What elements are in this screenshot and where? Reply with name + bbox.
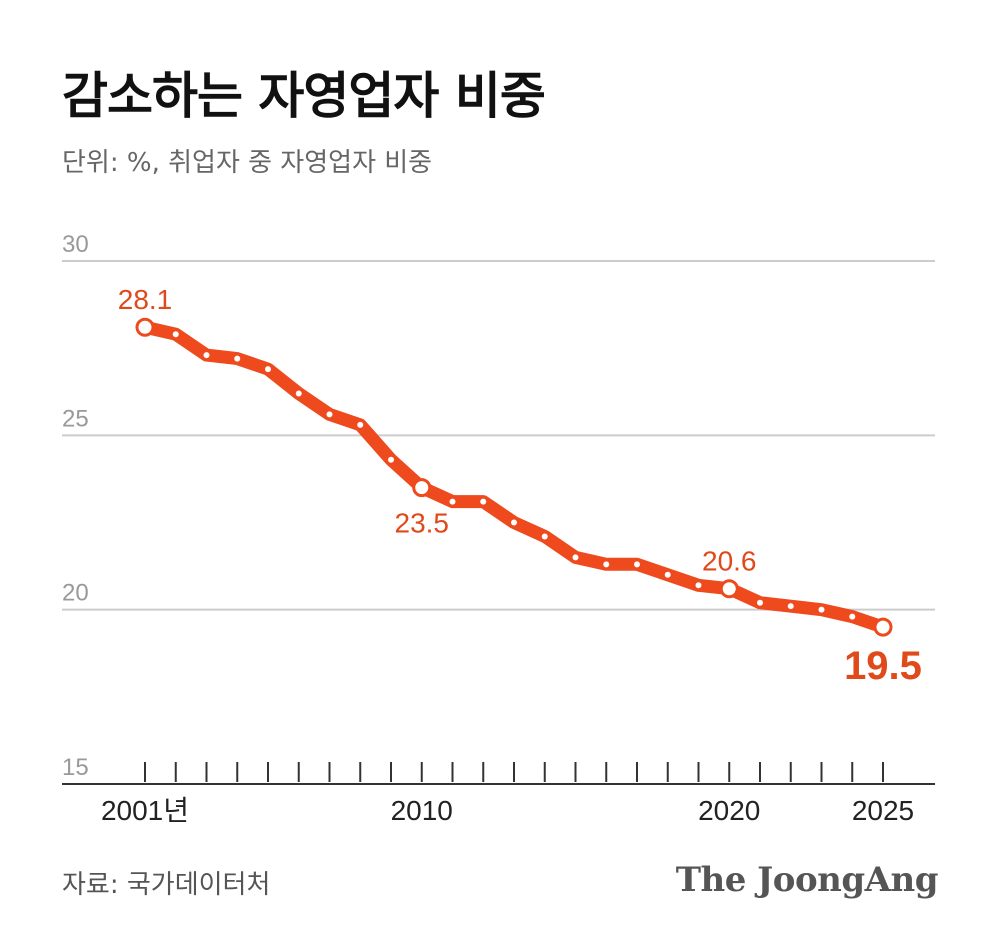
y-tick-label-15: 15 <box>62 754 89 781</box>
data-point-2024 <box>849 613 856 620</box>
data-point-2008 <box>357 421 364 428</box>
data-point-2006 <box>295 390 302 397</box>
data-point-2004 <box>234 355 241 362</box>
x-tick-label-2010: 2010 <box>391 795 453 826</box>
data-point-2001 <box>135 317 155 337</box>
data-label-2001: 28.1 <box>118 284 173 315</box>
data-point-2014 <box>541 533 548 540</box>
data-point-2018 <box>664 571 671 578</box>
data-point-2002 <box>172 331 179 338</box>
x-tick-label-2025: 2025 <box>852 795 914 826</box>
data-point-2005 <box>265 366 271 373</box>
data-point-2016 <box>603 561 610 568</box>
source-note: 자료: 국가데이터처 <box>62 870 271 900</box>
data-point-2011 <box>449 498 456 505</box>
chart-subtitle: 단위: %, 취업자 중 자영업자 비중 <box>62 148 433 178</box>
data-point-2010 <box>412 478 432 498</box>
x-tick-label-2001: 2001년 <box>101 795 189 826</box>
data-point-2009 <box>388 456 394 463</box>
data-point-2019 <box>695 582 702 589</box>
data-point-2012 <box>480 498 487 505</box>
y-tick-label-25: 25 <box>62 405 89 432</box>
data-point-2021 <box>757 599 763 606</box>
data-label-2025: 19.5 <box>844 644 922 688</box>
data-label-2010: 23.5 <box>395 508 450 539</box>
x-tick-label-2020: 2020 <box>698 795 760 826</box>
data-point-2007 <box>326 411 333 418</box>
data-point-2003 <box>203 352 210 359</box>
chart-title: 감소하는 자영업자 비중 <box>62 67 546 125</box>
y-tick-label-20: 20 <box>62 580 89 607</box>
y-tick-label-30: 30 <box>62 231 89 258</box>
data-label-2020: 20.6 <box>702 546 757 577</box>
brand-logo: The JoongAng <box>675 860 939 900</box>
data-point-2020 <box>719 579 739 599</box>
data-point-2023 <box>818 606 825 613</box>
data-point-2017 <box>634 561 640 568</box>
data-point-2015 <box>572 554 579 561</box>
data-point-2022 <box>787 603 794 610</box>
data-point-2025 <box>873 617 893 637</box>
data-point-2013 <box>511 519 517 526</box>
series-line <box>138 320 890 634</box>
